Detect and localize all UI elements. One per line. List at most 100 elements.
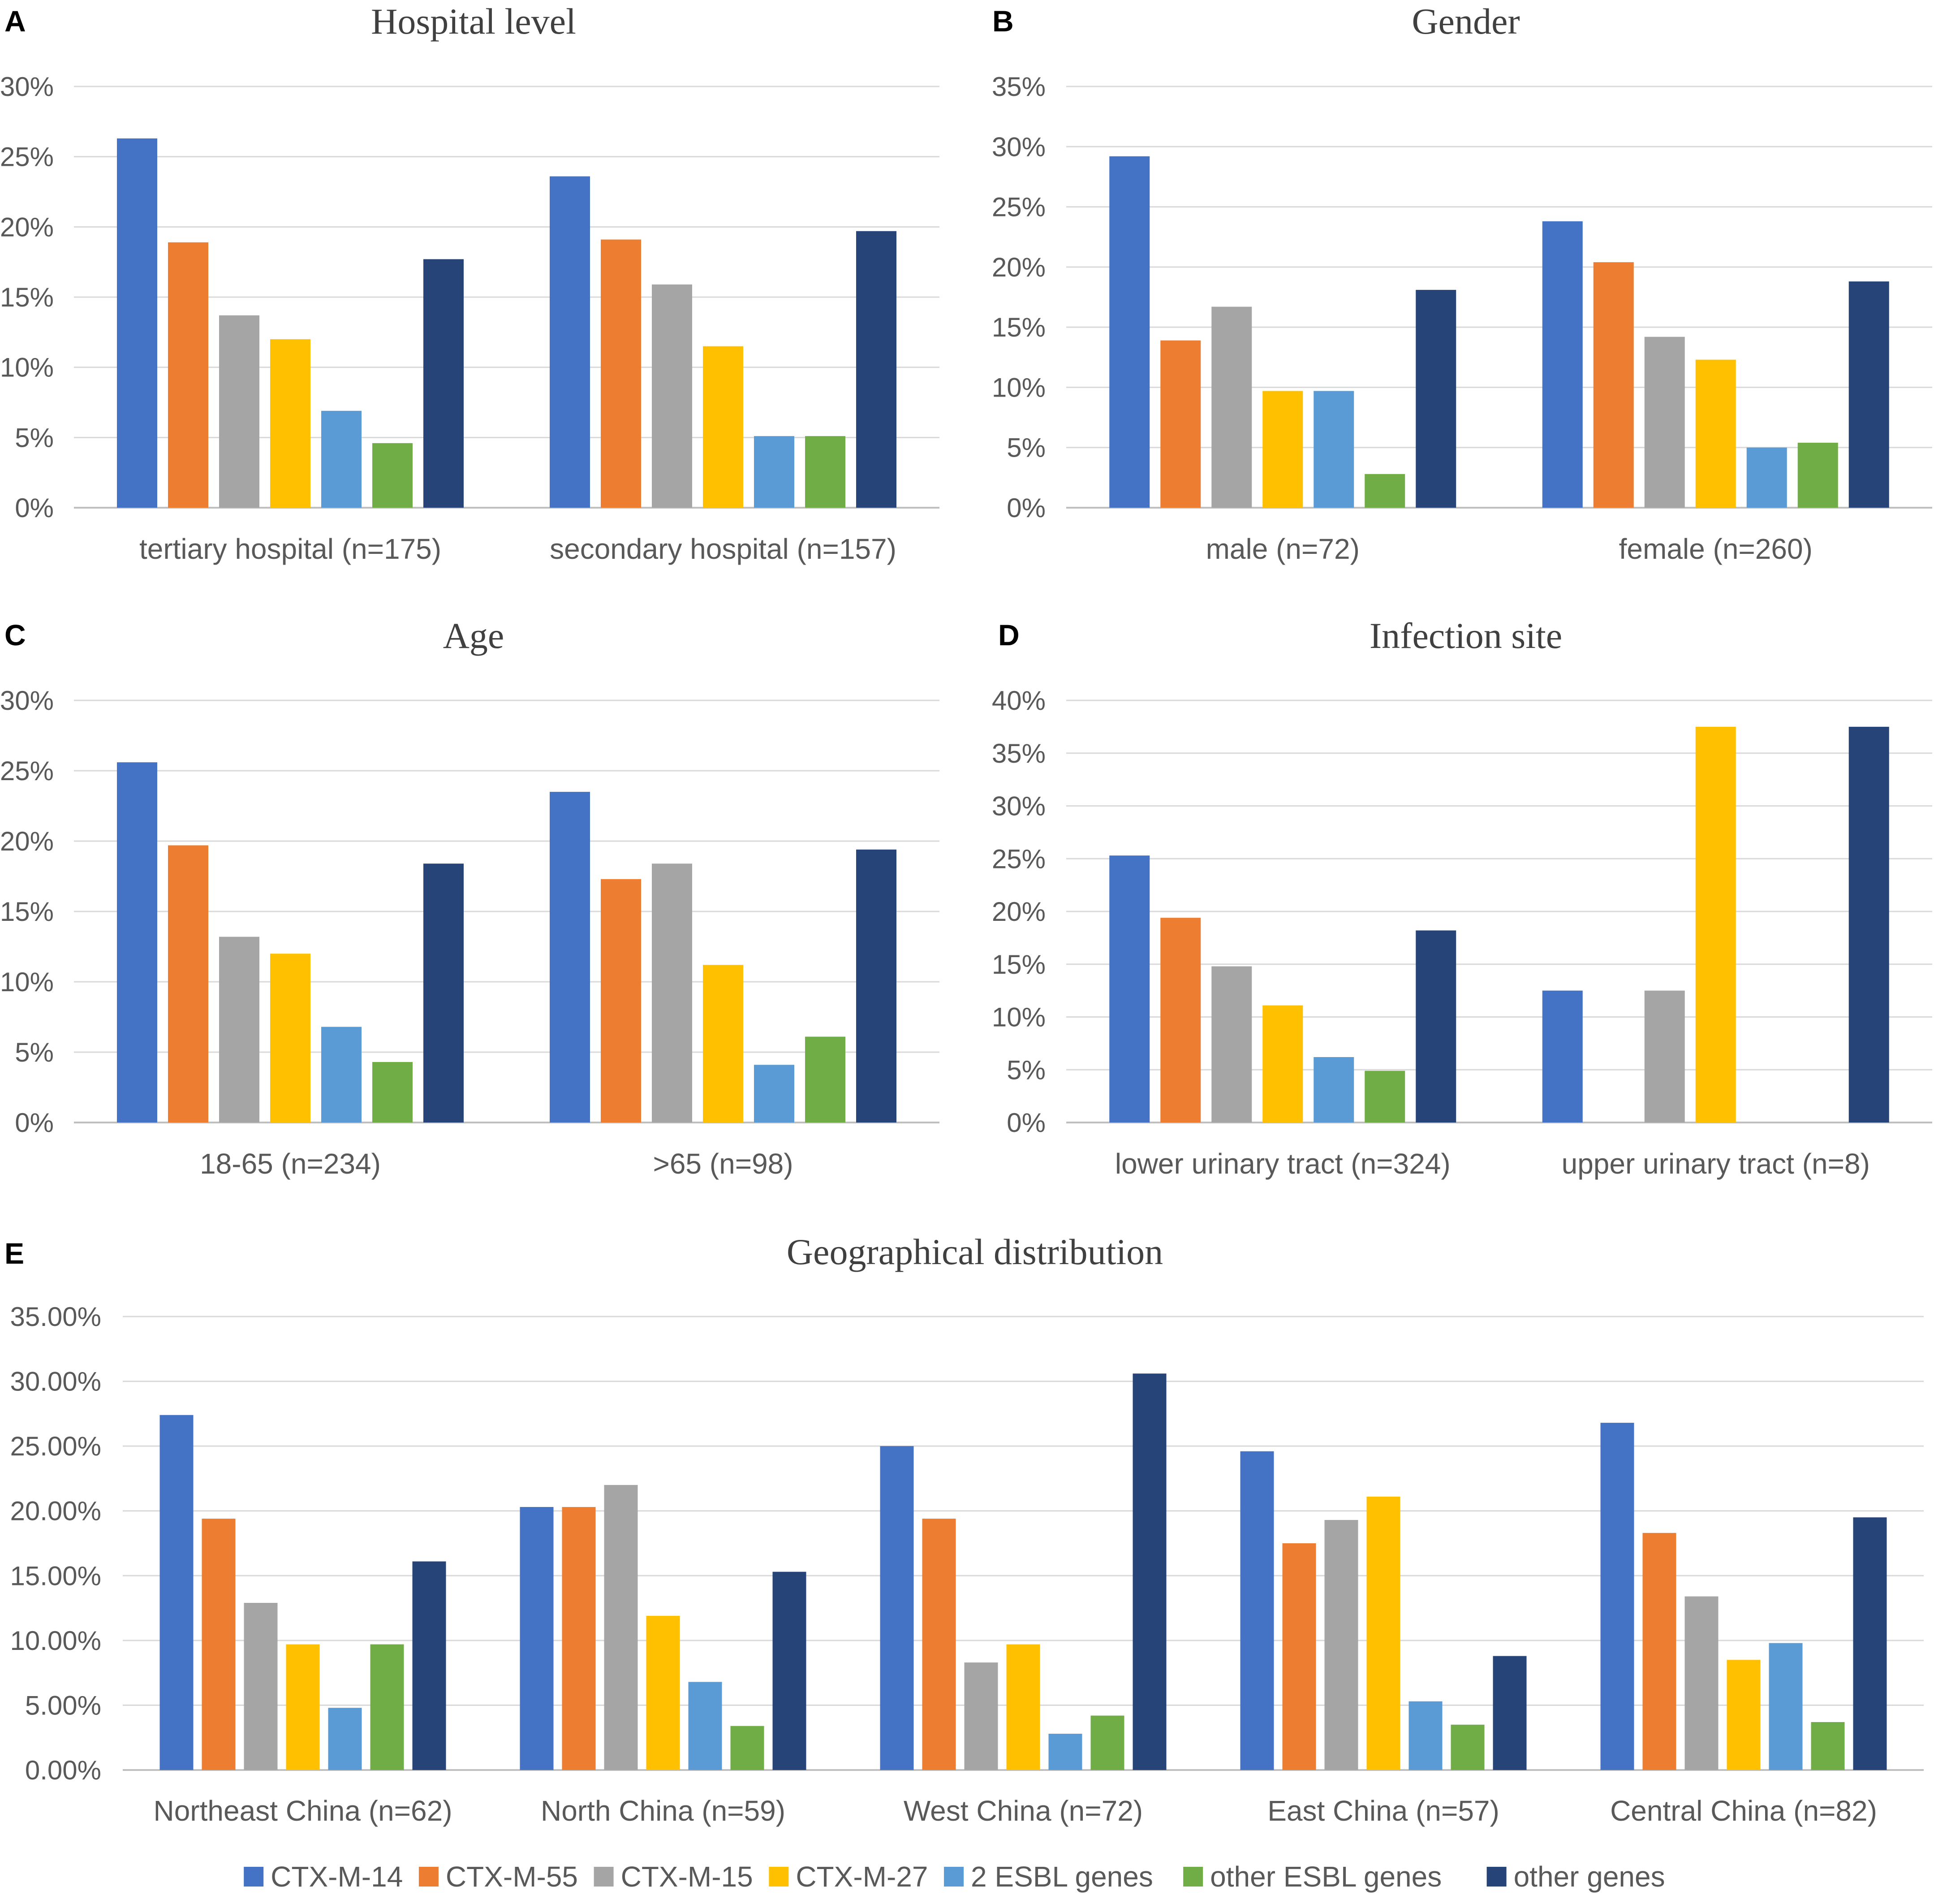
y-tick-label: 10%	[992, 1002, 1046, 1032]
bar	[1746, 447, 1787, 508]
bar	[754, 436, 794, 508]
chart-panel-d: D Infection site 0% 5% 10% 15% 20% 25% 30% 35% 40%…	[992, 615, 1932, 1180]
category-label: >65 (n=98)	[653, 1148, 793, 1180]
legend-swatch	[1486, 1867, 1507, 1887]
bar	[1769, 1643, 1803, 1770]
y-tick-label: 0%	[1007, 493, 1046, 523]
y-tick-label: 0%	[15, 493, 54, 523]
bar	[772, 1572, 806, 1770]
bar	[856, 849, 896, 1123]
bar	[1695, 726, 1736, 1123]
bar	[1644, 990, 1685, 1123]
legend-label: CTX-M-27	[796, 1861, 928, 1893]
bar	[1451, 1724, 1485, 1770]
y-tick-label: 25%	[0, 756, 54, 786]
bar	[1324, 1520, 1358, 1770]
bar	[1600, 1423, 1634, 1770]
chart-title: Age	[443, 615, 504, 656]
y-tick-label: 20%	[992, 897, 1046, 927]
bar	[168, 242, 208, 508]
bar	[1314, 1057, 1354, 1123]
bar	[646, 1615, 680, 1770]
chart-panel-b: B Gender 0% 5% 10% 15% 20% 25% 30% 35% male (n=72)…	[992, 1, 1932, 565]
legend-swatch	[244, 1867, 264, 1887]
y-tick-label: 35%	[992, 72, 1046, 102]
y-tick-label: 10%	[0, 967, 54, 997]
bar	[652, 284, 692, 508]
bar	[1160, 340, 1201, 508]
bar	[1365, 1071, 1405, 1123]
legend-label: CTX-M-15	[621, 1861, 753, 1893]
bar	[703, 965, 743, 1123]
bar	[1848, 726, 1889, 1123]
chart-title: Infection site	[1370, 615, 1562, 656]
bar	[117, 762, 157, 1123]
y-tick-label: 5%	[1007, 433, 1046, 463]
bar	[964, 1662, 998, 1770]
bar	[1262, 391, 1303, 508]
legend-swatch	[769, 1867, 789, 1887]
category-label: lower urinary tract (n=324)	[1115, 1148, 1451, 1180]
bar	[412, 1561, 446, 1770]
y-tick-label: 5%	[15, 423, 54, 453]
bar	[754, 1065, 794, 1123]
legend-label: other genes	[1514, 1861, 1665, 1893]
bar	[168, 845, 208, 1123]
bar	[1366, 1496, 1400, 1770]
bar	[321, 410, 362, 508]
legend: CTX-M-14 CTX-M-55 CTX-M-15 CTX-M-27 2 ESBL g…	[244, 1861, 1665, 1893]
bar	[1853, 1517, 1887, 1770]
panel-letter: A	[4, 4, 26, 38]
y-tick-label: 15.00%	[10, 1561, 102, 1591]
bar	[1133, 1373, 1167, 1770]
bar	[219, 937, 259, 1123]
bar	[1109, 855, 1150, 1123]
bar	[328, 1708, 362, 1770]
y-tick-label: 10%	[0, 353, 54, 383]
bar	[423, 863, 464, 1123]
y-tick-label: 15%	[0, 282, 54, 312]
bar	[372, 443, 413, 508]
bar	[1160, 918, 1201, 1123]
y-tick-label: 15%	[992, 950, 1046, 980]
bar	[270, 954, 310, 1123]
bar	[1797, 442, 1838, 508]
category-label: tertiary hospital (n=175)	[139, 533, 441, 565]
legend-swatch	[944, 1867, 964, 1887]
bar	[550, 176, 590, 508]
bar	[1090, 1715, 1124, 1770]
bar	[1848, 281, 1889, 508]
bar	[1409, 1701, 1443, 1770]
bar	[270, 339, 310, 508]
y-tick-label: 35%	[992, 738, 1046, 769]
chart-panel-a: A Hospital level 0% 5% 10% 15% 20% 25% 30% tertia…	[0, 1, 939, 565]
bar	[601, 239, 641, 508]
panel-letter: D	[998, 618, 1020, 652]
bar	[286, 1644, 320, 1770]
category-label: secondary hospital (n=157)	[550, 533, 896, 565]
category-label: East China (n=57)	[1267, 1795, 1499, 1827]
bar	[922, 1519, 956, 1770]
y-tick-label: 20%	[992, 252, 1046, 282]
y-tick-label: 30%	[992, 132, 1046, 162]
y-tick-label: 30.00%	[10, 1367, 102, 1397]
y-tick-label: 30%	[992, 791, 1046, 821]
bar	[880, 1446, 914, 1770]
bar	[1048, 1734, 1082, 1770]
legend-label: other ESBL genes	[1210, 1861, 1442, 1893]
y-tick-label: 25%	[0, 142, 54, 172]
bar	[1314, 391, 1354, 508]
y-tick-label: 15%	[992, 312, 1046, 342]
bar	[1811, 1722, 1845, 1770]
y-tick-label: 5%	[1007, 1055, 1046, 1085]
chart-panel-e: E Geographical distribution 0.00% 5.00% 10.0…	[4, 1231, 1924, 1827]
panel-letter: B	[992, 4, 1014, 38]
chart-panel-c: C Age 0% 5% 10% 15% 20% 25% 30% 18-65 (n=234) >65 …	[0, 615, 939, 1180]
bar	[117, 138, 157, 508]
panel-letter: C	[4, 618, 26, 652]
y-tick-label: 40%	[992, 686, 1046, 716]
y-tick-label: 30%	[0, 72, 54, 102]
y-tick-label: 15%	[0, 897, 54, 927]
bar	[856, 231, 896, 508]
